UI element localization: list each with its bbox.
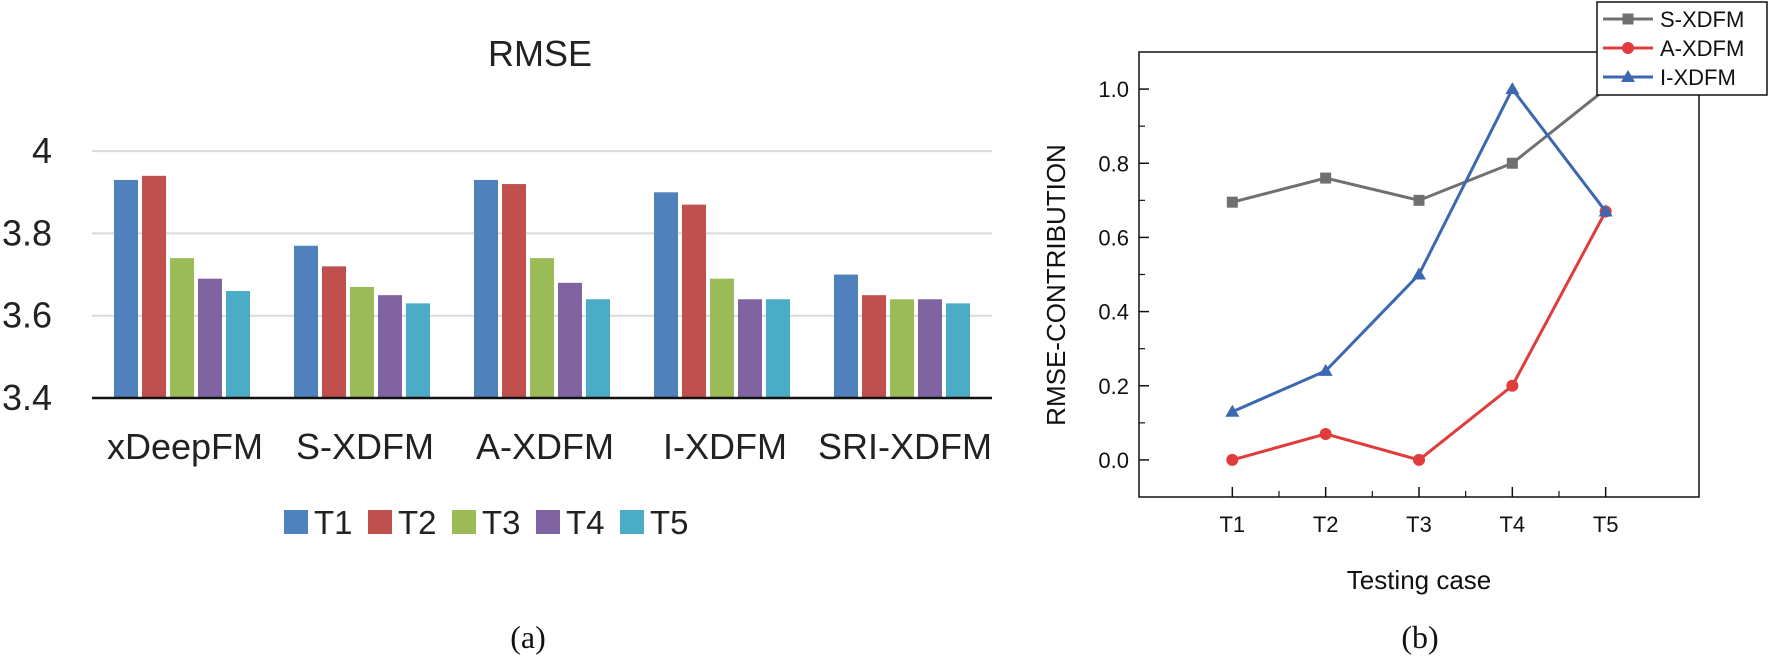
- bar-SRI-XDFM-T5: [946, 303, 970, 398]
- data-point-A-XDFM-T3: [1413, 453, 1425, 466]
- legend-label-T1: T1: [314, 504, 353, 541]
- y-tick-label: 0.4: [1098, 300, 1129, 325]
- legend-marker-I-XDFM: [1621, 70, 1635, 82]
- bar-I-XDFM-T5: [766, 299, 790, 398]
- bar-xDeepFM-T4: [198, 278, 222, 398]
- data-point-A-XDFM-T1: [1226, 453, 1239, 466]
- bar-I-XDFM-T2: [682, 204, 706, 398]
- legend-label-S-XDFM: S-XDFM: [1660, 7, 1744, 32]
- bar-chart-panel: RMSE 3.4 3.6 3.8 4 xDeepFM S-XDFM A-XDFM I-XDF…: [2, 33, 992, 541]
- legend-label-T5: T5: [650, 504, 689, 541]
- bar-I-XDFM-T1: [654, 192, 678, 398]
- y-tick-label: 0.2: [1098, 374, 1129, 399]
- bar-chart-legend: T1 T2 T3 T4 T5: [284, 504, 689, 541]
- data-point-I-XDFM-T4: [1505, 82, 1520, 95]
- bar-S-XDFM-T2: [322, 266, 346, 398]
- bar-A-XDFM-T2: [502, 184, 526, 398]
- bar-chart-bars: [114, 175, 970, 398]
- series-line-I-XDFM: [1231, 86, 1607, 414]
- legend-swatch-T2: [368, 510, 392, 534]
- data-point-S-XDFM-T2: [1320, 172, 1332, 184]
- bar-xDeepFM-T5: [226, 291, 250, 398]
- series-S-XDFM: [1226, 83, 1612, 208]
- legend-label-I-XDFM: I-XDFM: [1660, 65, 1736, 90]
- y-tick-label: 1.0: [1098, 77, 1129, 102]
- legend-swatch-T1: [284, 510, 308, 534]
- legend-swatch-T5: [620, 510, 644, 534]
- data-point-S-XDFM-T4: [1506, 157, 1518, 169]
- bar-S-XDFM-T5: [406, 303, 430, 398]
- x-tick-label: T3: [1406, 512, 1432, 537]
- series-line-S-XDFM: [1231, 87, 1607, 204]
- series-I-XDFM: [1225, 82, 1613, 417]
- bar-chart-y-tick-label: 4: [32, 130, 52, 171]
- data-point-S-XDFM-T1: [1226, 196, 1238, 208]
- series-line-A-XDFM: [1231, 210, 1607, 462]
- bar-SRI-XDFM-T4: [918, 299, 942, 398]
- bar-A-XDFM-T1: [474, 179, 498, 398]
- y-tick-label: 0.0: [1098, 448, 1129, 473]
- data-point-I-XDFM-T1: [1225, 404, 1240, 417]
- data-point-S-XDFM-T3: [1413, 194, 1425, 206]
- data-point-A-XDFM-T2: [1319, 427, 1332, 440]
- line-chart-y-axis-label: RMSE-CONTRIBUTION: [1041, 144, 1071, 426]
- x-tick-label: T4: [1499, 512, 1525, 537]
- data-point-I-XDFM-T2: [1318, 363, 1333, 376]
- legend-swatch-T4: [536, 510, 560, 534]
- bar-A-XDFM-T5: [586, 299, 610, 398]
- bar-A-XDFM-T3: [530, 258, 554, 398]
- x-tick-label: T5: [1593, 512, 1619, 537]
- bar-chart-category-label: I-XDFM: [663, 426, 787, 467]
- bar-SRI-XDFM-T2: [862, 295, 886, 398]
- series-A-XDFM: [1226, 205, 1612, 466]
- bar-S-XDFM-T4: [378, 295, 402, 398]
- y-tick-label: 0.6: [1098, 225, 1129, 250]
- line-chart-x-axis-label: Testing case: [1347, 565, 1492, 595]
- bar-chart-category-label: S-XDFM: [296, 426, 434, 467]
- legend-swatch-T3: [452, 510, 476, 534]
- data-point-A-XDFM-T4: [1506, 379, 1519, 392]
- legend-label-T2: T2: [398, 504, 437, 541]
- line-chart-legend: S-XDFM A-XDFM I-XDFM: [1596, 1, 1768, 96]
- line-chart-panel: 0.0 0.2 0.4 0.6 0.8 1.0 T1 T2 T3 T4 T5 Testing cas…: [1041, 1, 1768, 595]
- bar-chart-y-tick-label: 3.8: [2, 212, 52, 253]
- legend-label-T3: T3: [482, 504, 521, 541]
- bar-I-XDFM-T3: [710, 278, 734, 398]
- bar-xDeepFM-T2: [142, 175, 166, 398]
- bar-chart-title: RMSE: [488, 33, 592, 74]
- bar-SRI-XDFM-T1: [834, 274, 858, 398]
- x-tick-label: T1: [1219, 512, 1245, 537]
- line-chart-ticks: 0.0 0.2 0.4 0.6 0.8 1.0 T1 T2 T3 T4 T5: [1098, 77, 1618, 537]
- bar-chart-y-tick-labels: 3.4 3.6 3.8 4: [2, 130, 52, 418]
- bar-xDeepFM-T1: [114, 179, 138, 398]
- bar-SRI-XDFM-T3: [890, 299, 914, 398]
- data-point-I-XDFM-T5: [1598, 204, 1613, 217]
- bar-chart-category-label: xDeepFM: [107, 426, 263, 467]
- legend-marker-A-XDFM: [1622, 42, 1634, 54]
- bar-chart-category-labels: xDeepFM S-XDFM A-XDFM I-XDFM SRI-XDFM: [107, 426, 992, 467]
- bar-S-XDFM-T1: [294, 245, 318, 398]
- bar-chart-category-label: SRI-XDFM: [818, 426, 992, 467]
- panel-caption-b: (b): [1401, 619, 1438, 655]
- panel-caption-a: (a): [510, 619, 546, 655]
- data-point-I-XDFM-T3: [1412, 267, 1426, 280]
- bar-chart-category-label: A-XDFM: [476, 426, 614, 467]
- bar-chart-y-tick-label: 3.4: [2, 377, 52, 418]
- line-chart-series: [1225, 82, 1613, 466]
- bar-xDeepFM-T3: [170, 258, 194, 398]
- x-tick-label: T2: [1313, 512, 1339, 537]
- legend-label-T4: T4: [566, 504, 605, 541]
- bar-I-XDFM-T4: [738, 299, 762, 398]
- bar-S-XDFM-T3: [350, 286, 374, 398]
- bar-chart-y-tick-label: 3.6: [2, 295, 52, 336]
- legend-marker-S-XDFM: [1622, 13, 1634, 25]
- legend-label-A-XDFM: A-XDFM: [1660, 36, 1744, 61]
- bar-A-XDFM-T4: [558, 282, 582, 398]
- y-tick-label: 0.8: [1098, 151, 1129, 176]
